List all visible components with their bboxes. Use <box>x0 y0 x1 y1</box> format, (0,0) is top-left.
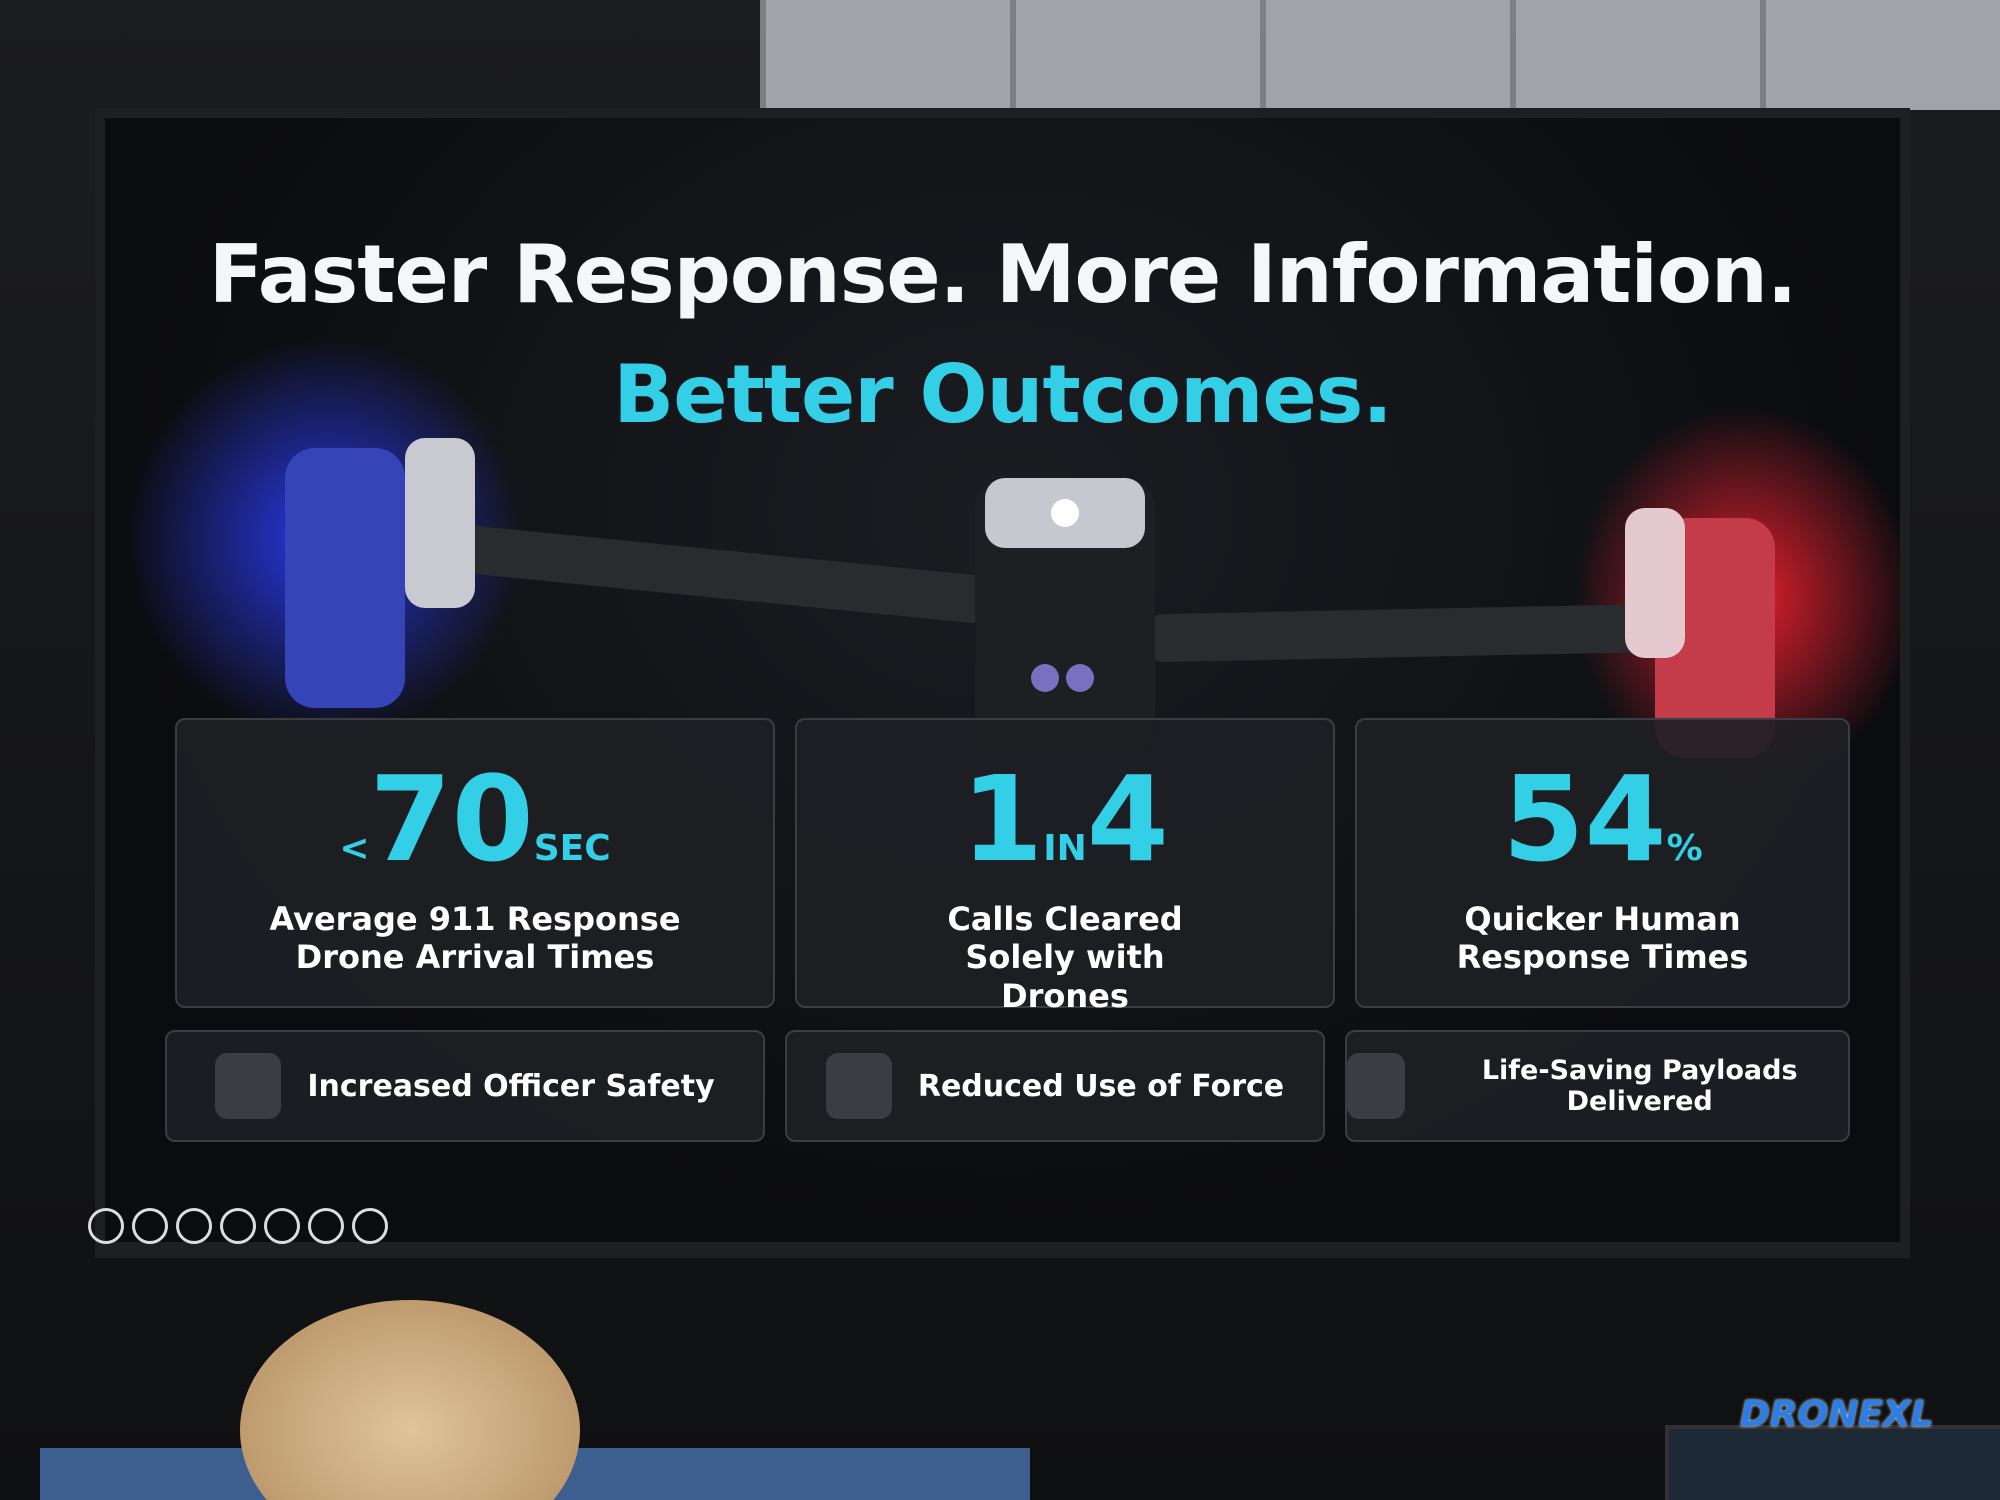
next-button[interactable] <box>352 1208 388 1244</box>
title-line-2: Better Outcomes. <box>613 348 1393 441</box>
zoom-button[interactable] <box>176 1208 212 1244</box>
stat-card: 1IN4 Calls Cleared Solely with Drones <box>795 718 1335 1015</box>
stat-number: 70 <box>369 750 534 888</box>
stat-unit: SEC <box>533 828 611 869</box>
stat-value: 54% <box>1357 760 1848 878</box>
screen: Faster Response. More Information. Bette… <box>95 108 1910 1258</box>
stat-label: Quicker Human Response Times <box>1456 900 1749 977</box>
stat-prefix: < <box>339 828 370 869</box>
ceiling <box>760 0 2000 110</box>
stat-unit: % <box>1666 828 1703 869</box>
stat-card: <70SEC Average 911 Response Drone Arriva… <box>175 718 775 1008</box>
stat-value: <70SEC <box>177 760 773 878</box>
stat-value: 1IN4 <box>797 760 1333 878</box>
feature-card: Reduced Use of Force <box>785 1030 1325 1142</box>
stat-number: 4 <box>1086 750 1169 888</box>
stat-card: 54% Quicker Human Response Times <box>1355 718 1850 1008</box>
feature-icon <box>825 1053 892 1119</box>
stat-label: Average 911 Response Drone Arrival Times <box>269 900 681 977</box>
stat-connector: IN <box>1043 828 1087 869</box>
more-button[interactable] <box>308 1208 344 1244</box>
feature-card: Life-Saving Payloads Delivered <box>1345 1030 1850 1142</box>
feature-label: Reduced Use of Force <box>917 1068 1285 1104</box>
prev-button[interactable] <box>88 1208 124 1244</box>
title-line-1: Faster Response. More Information. <box>208 228 1798 321</box>
monitor <box>1665 1425 2000 1500</box>
feature-icon <box>215 1053 282 1119</box>
camera-button[interactable] <box>264 1208 300 1244</box>
slide: Faster Response. More Information. Bette… <box>105 118 1900 1242</box>
watermark: DRONEXL <box>1740 1394 1934 1435</box>
feature-card: Increased Officer Safety <box>165 1030 765 1142</box>
stat-number: 1 <box>961 750 1044 888</box>
pen-button[interactable] <box>132 1208 168 1244</box>
audience-head <box>240 1300 580 1500</box>
drone-image <box>125 338 1900 788</box>
stat-number: 54 <box>1502 750 1667 888</box>
feature-icon <box>1347 1053 1406 1119</box>
presenter-toolbar <box>88 1208 388 1244</box>
captions-button[interactable] <box>220 1208 256 1244</box>
feature-label: Increased Officer Safety <box>307 1068 715 1104</box>
stat-label: Calls Cleared Solely with Drones <box>947 900 1183 1015</box>
feature-label: Life-Saving Payloads Delivered <box>1481 1055 1798 1117</box>
